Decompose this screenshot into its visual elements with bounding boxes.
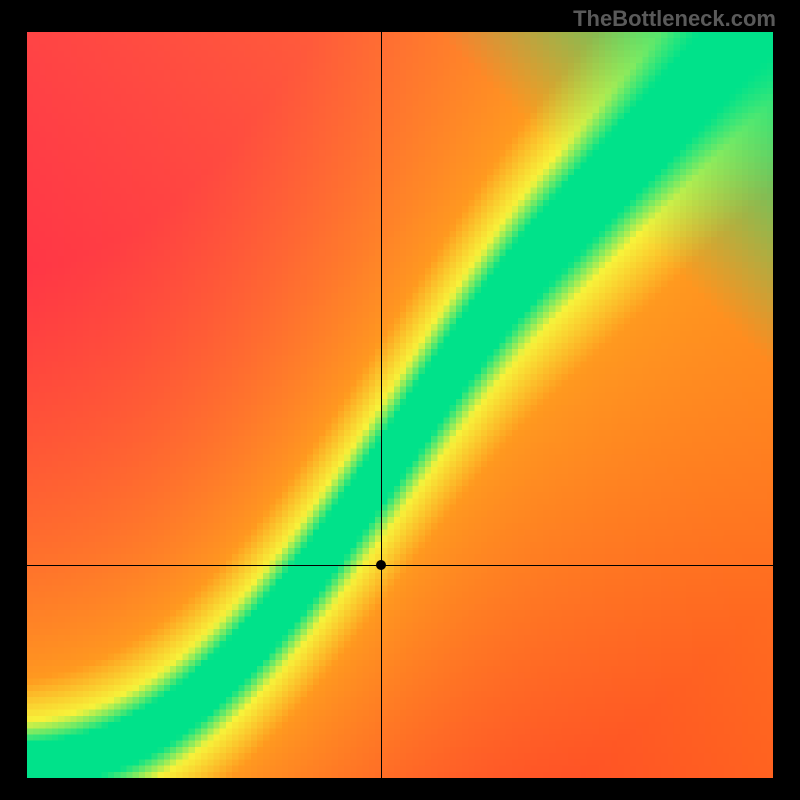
crosshair-vertical — [381, 32, 382, 778]
chart-container: TheBottleneck.com — [0, 0, 800, 800]
bottleneck-heatmap — [27, 32, 773, 778]
crosshair-horizontal — [27, 565, 773, 566]
watermark: TheBottleneck.com — [573, 6, 776, 32]
